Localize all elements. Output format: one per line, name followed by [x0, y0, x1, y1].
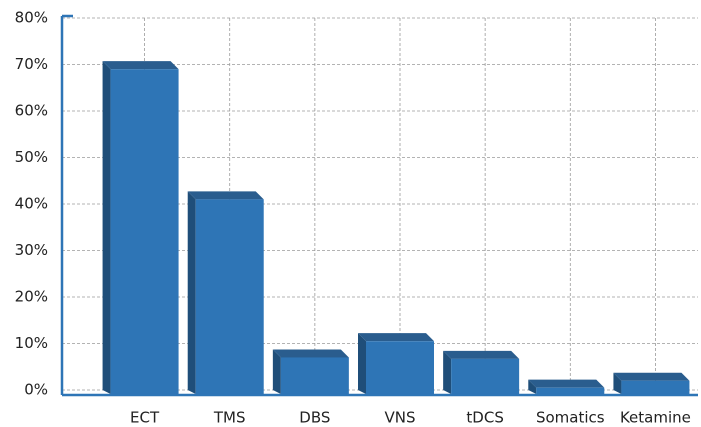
x-tick-label: TMS: [213, 409, 246, 427]
bar: [195, 199, 264, 394]
bar-3d: [528, 379, 605, 394]
y-tick-label: 60%: [15, 102, 48, 120]
bar-top: [613, 372, 690, 381]
bar-top: [358, 333, 434, 342]
y-tick-label: 40%: [15, 195, 48, 213]
x-tick-label: Somatics: [536, 409, 605, 427]
x-tick-label: ECT: [130, 409, 160, 427]
y-tick-label: 80%: [15, 9, 48, 27]
bar-3d: [187, 191, 264, 394]
y-tick-label: 70%: [15, 55, 48, 73]
y-tick-label: 10%: [15, 334, 48, 352]
bar-top: [272, 349, 349, 358]
y-tick-label: 20%: [15, 288, 48, 306]
bar-3d: [613, 372, 690, 394]
bar: [536, 387, 605, 394]
x-tick-label: Ketamine: [620, 409, 691, 427]
x-tick-label: DBS: [299, 409, 330, 427]
x-tick-label: VNS: [384, 409, 415, 427]
bar-side: [528, 379, 537, 394]
bar-top: [187, 191, 264, 200]
bar-side: [102, 61, 111, 395]
bar-3d: [443, 350, 520, 394]
bar-side: [613, 372, 622, 394]
bar-top: [443, 350, 520, 359]
y-tick-label: 30%: [15, 241, 48, 259]
bar: [366, 341, 434, 394]
bar-top: [528, 379, 605, 388]
bar-3d: [102, 61, 179, 395]
bar: [280, 357, 349, 394]
bar: [110, 69, 179, 395]
bar-side: [272, 349, 281, 394]
y-tick-label: 0%: [24, 381, 48, 399]
bar-side: [358, 333, 366, 394]
bar-3d: [358, 333, 434, 394]
y-tick-label: 50%: [15, 148, 48, 166]
bar: [451, 358, 520, 394]
x-tick-label: tDCS: [466, 409, 503, 427]
bar-top: [102, 61, 179, 70]
bar-3d: [272, 349, 349, 394]
bar-side: [443, 350, 452, 394]
bar: [621, 380, 690, 394]
bar-side: [187, 191, 196, 394]
